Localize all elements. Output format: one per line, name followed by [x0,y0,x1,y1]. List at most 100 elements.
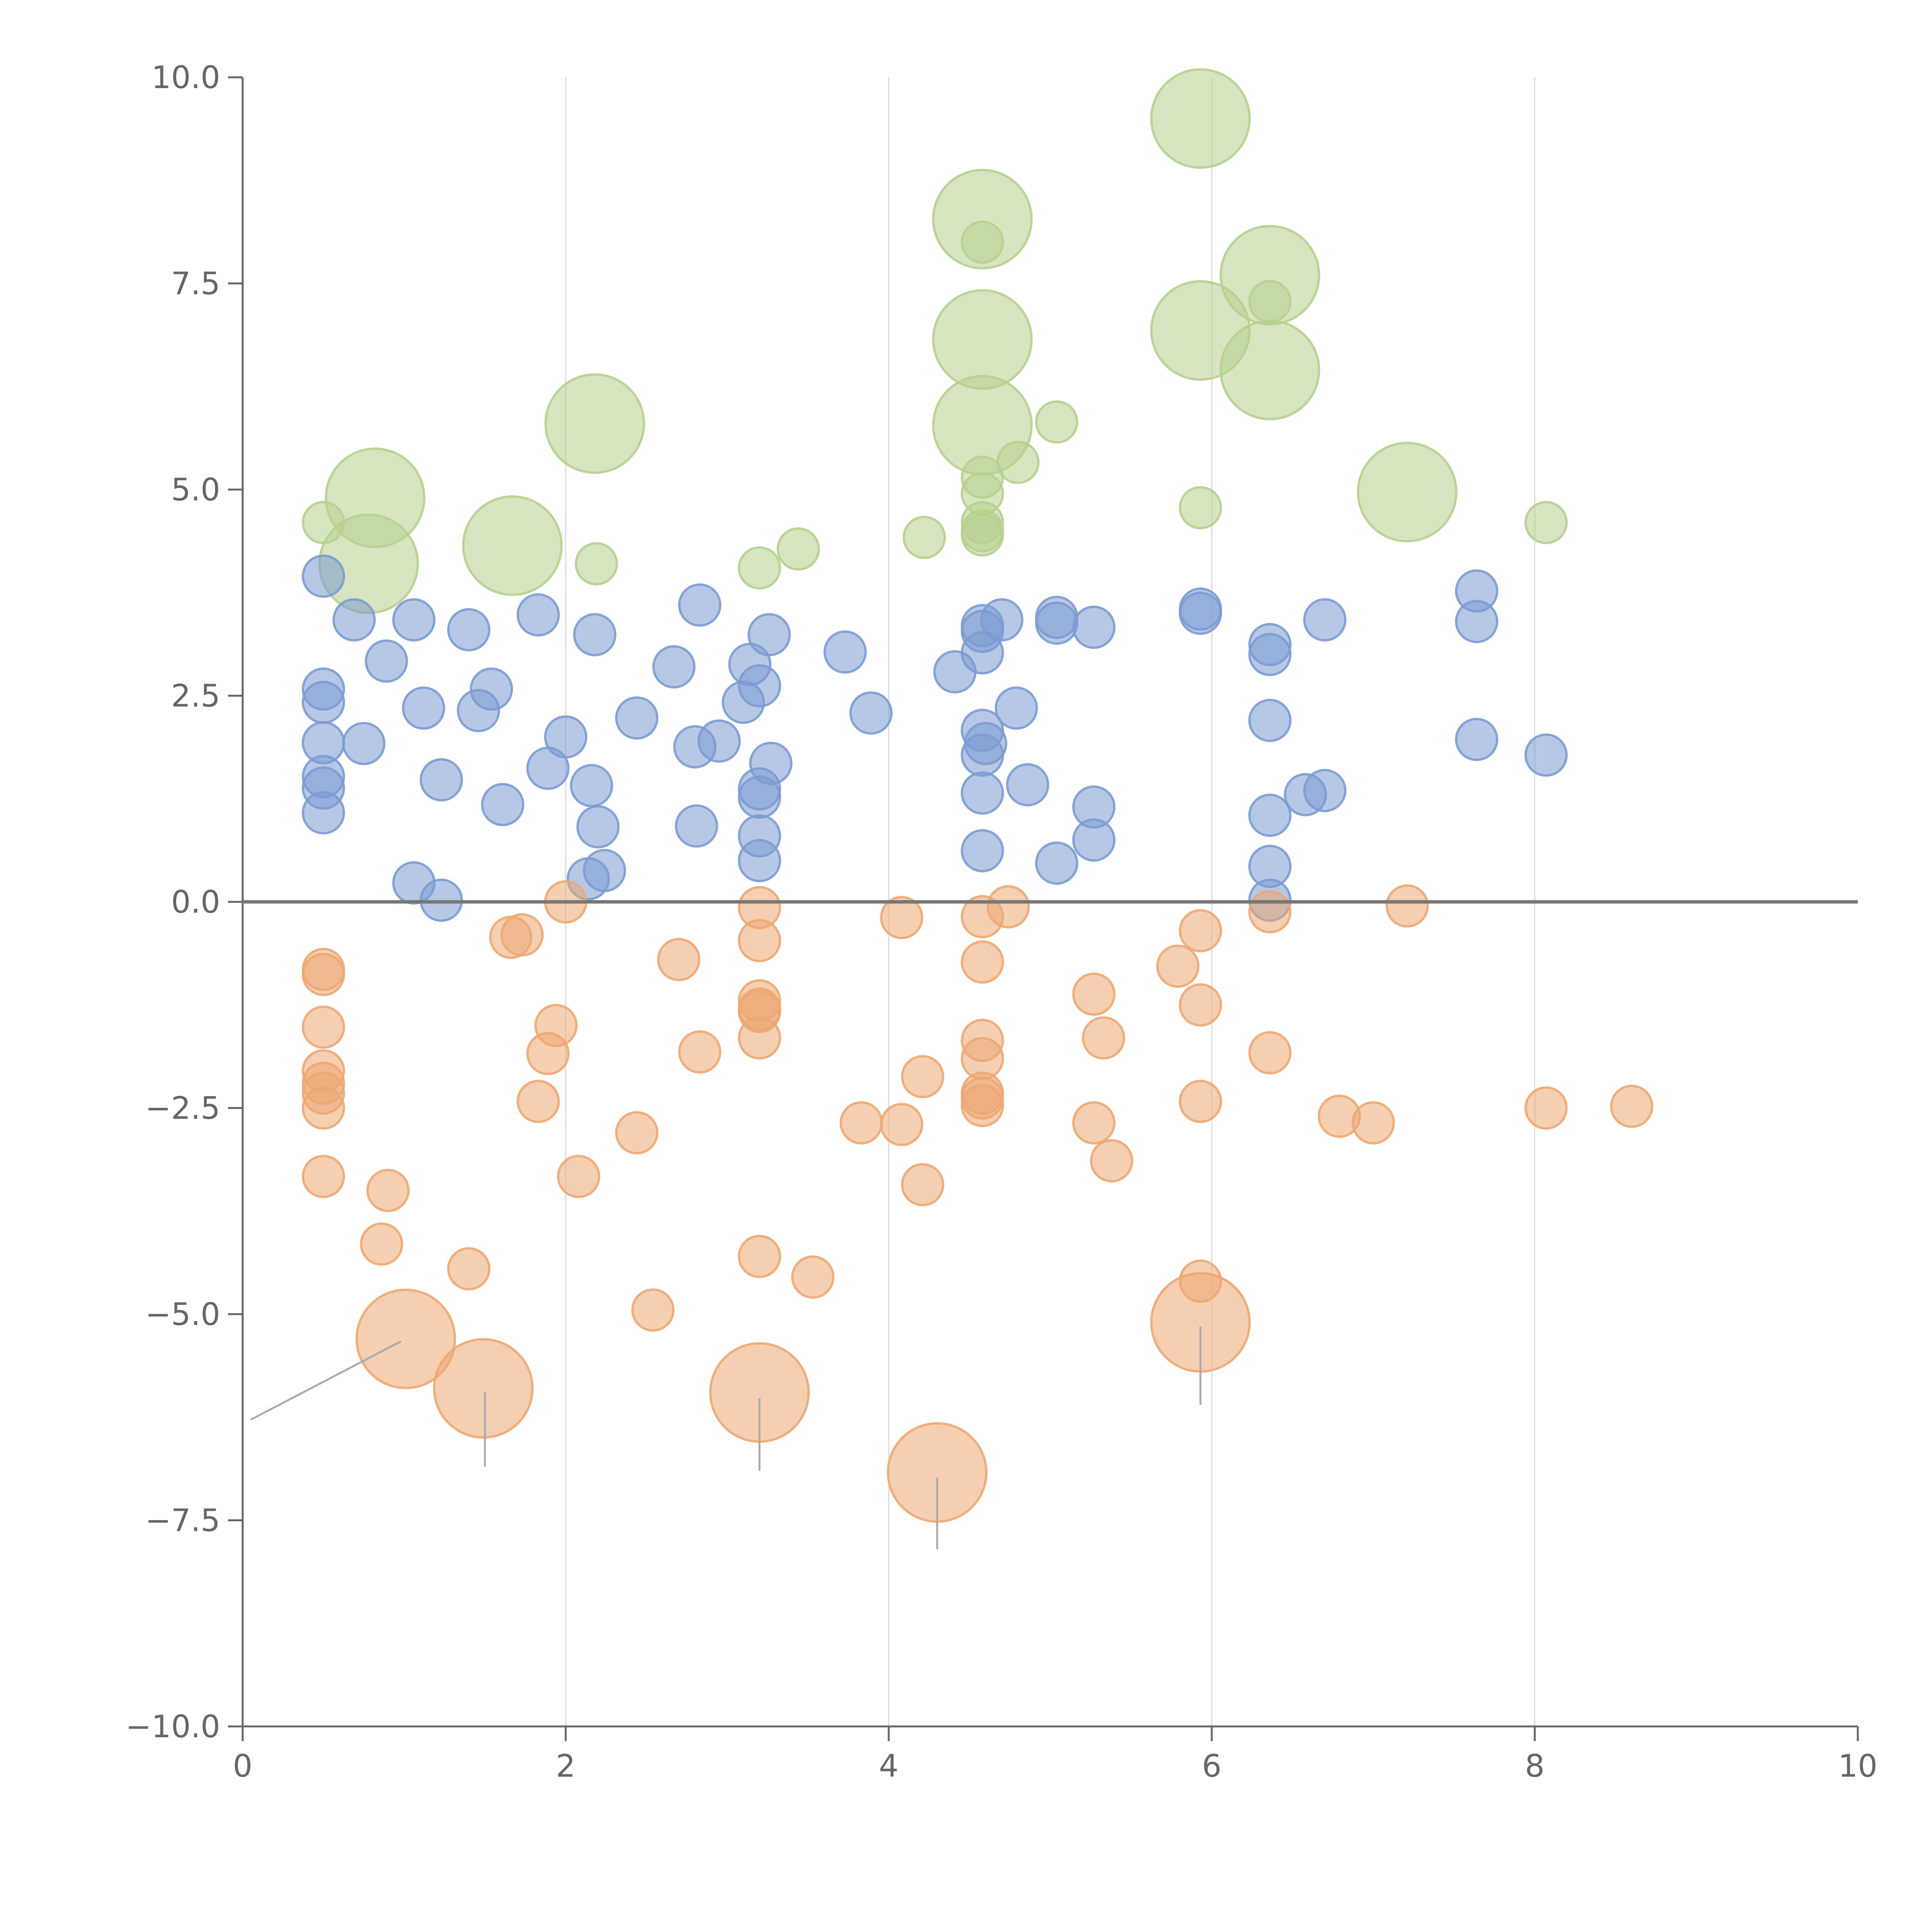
orange-point-29 [738,1016,781,1060]
orange-point-11 [447,1247,491,1291]
orange-point-61 [1385,884,1429,928]
orange-point-48 [1072,1101,1116,1145]
green-point-11 [932,289,1033,390]
y-tick-label: 5.0 [171,472,220,508]
y-tick-label: −2.5 [145,1090,220,1126]
orange-point-36 [901,1055,944,1099]
blue-point-12 [402,686,446,730]
orange-point-25 [738,919,781,963]
orange-point-14 [500,913,544,957]
blue-point-53 [980,598,1024,642]
blue-point-26 [583,849,626,892]
blue-point-54 [995,686,1038,730]
blue-point-30 [675,804,718,848]
blue-point-59 [1072,605,1116,649]
green-point-20 [1150,68,1251,169]
orange-point-15 [516,1080,560,1123]
y-tick-label: −7.5 [145,1503,220,1539]
blue-point-67 [1248,793,1292,837]
green-point-8 [902,515,946,559]
orange-point-45 [961,1084,1004,1128]
orange-point-50 [1090,1139,1133,1183]
green-point-19 [1035,400,1078,444]
y-tick-label: 10.0 [151,60,220,95]
blue-point-55 [1006,763,1049,806]
blue-point-9 [365,639,408,683]
blue-point-51 [961,771,1004,815]
x-tick-label: 2 [556,1748,576,1784]
green-point-10 [961,220,1004,264]
green-point-27 [1524,501,1568,544]
orange-point-23 [678,1030,721,1074]
blue-point-75 [1455,718,1498,761]
orange-point-9 [366,1168,410,1212]
blue-point-41 [749,742,793,785]
green-point-17 [961,513,1004,557]
green-point-4 [544,373,645,474]
orange-point-32 [791,1255,835,1299]
blue-point-52 [961,829,1004,872]
green-point-25 [1219,320,1320,420]
blue-point-2 [302,680,345,724]
orange-point-8 [360,1222,403,1266]
orange-point-63 [1610,1085,1653,1128]
blue-point-57 [1035,601,1078,645]
blue-point-18 [481,783,524,827]
green-point-5 [575,542,618,586]
green-point-24 [1248,280,1292,323]
orange-point-47 [1072,973,1116,1016]
orange-point-58 [1248,1031,1292,1075]
leader-line-0 [250,1340,401,1421]
orange-point-51 [1156,944,1200,988]
green-point-26 [1357,442,1458,543]
orange-point-1 [302,952,345,996]
x-tick-label: 10 [1838,1748,1878,1784]
x-tick-label: 8 [1525,1748,1545,1784]
green-point-9 [932,168,1033,270]
orange-point-7 [302,1155,345,1198]
x-axis-ticks: 0 2 4 6 8 10 [233,1726,1878,1784]
green-point-3 [462,495,563,596]
orange-point-57 [1248,890,1292,934]
blue-point-31 [678,583,721,627]
y-tick-label: −10.0 [126,1709,220,1745]
orange-point-22 [657,938,701,981]
green-point-7 [776,527,820,571]
orange-point-37 [901,1163,944,1206]
x-tick-label: 4 [879,1748,899,1784]
blue-point-7 [332,598,376,642]
x-tick-label: 0 [233,1748,253,1784]
green-point-6 [738,546,781,590]
orange-point-10 [355,1288,456,1389]
orange-point-49 [1082,1016,1125,1060]
y-axis-ticks: 10.0 7.5 5.0 2.5 0.0 −2.5 −5.0 −7.5 −10.0 [126,60,243,1745]
orange-point-19 [557,1155,600,1198]
blue-point-17 [469,667,513,711]
blue-point-63 [1179,592,1222,635]
x-tick-label: 6 [1202,1748,1222,1784]
leader-lines [250,1327,1202,1549]
data-points [302,68,1653,1523]
orange-point-60 [1352,1101,1395,1145]
blue-point-13 [420,758,463,802]
orange-point-62 [1524,1086,1568,1130]
orange-point-52 [1179,909,1222,952]
blue-point-19 [516,593,560,637]
blue-point-35 [738,664,781,707]
orange-point-53 [1179,983,1222,1027]
blue-point-10 [392,598,436,642]
blue-point-27 [615,696,658,740]
orange-point-46 [986,885,1030,929]
orange-point-33 [839,1101,883,1145]
blue-point-42 [823,630,867,674]
blue-point-50 [961,733,1004,777]
blue-point-76 [1524,733,1568,777]
blue-point-28 [652,645,696,689]
blue-point-72 [1303,769,1347,812]
orange-point-21 [631,1288,675,1332]
blue-point-66 [1248,699,1292,742]
blue-point-32 [697,719,741,763]
axes [242,77,1858,1728]
blue-point-21 [544,715,587,759]
